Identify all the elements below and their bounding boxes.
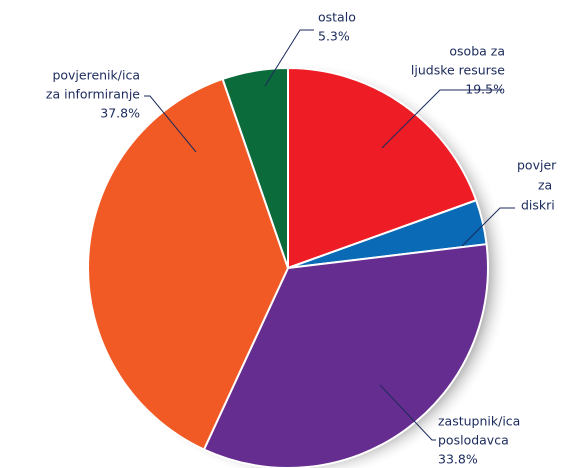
slice-label: poslodavca (438, 433, 509, 448)
pie-slice (202, 243, 489, 468)
slice-label: ostalo (318, 10, 356, 25)
pie-slice (287, 66, 478, 270)
leader-line (144, 95, 197, 153)
leader-line (461, 207, 515, 247)
pie-slice (221, 66, 289, 269)
slice-label: zastupnik/ica (438, 414, 520, 429)
leader-line (379, 384, 436, 441)
leader-line (264, 29, 314, 87)
slice-label: osoba za (449, 44, 505, 59)
pie-slice (87, 77, 290, 451)
value-label: 33.8% (438, 452, 478, 467)
slice-label: ljudske resurse (411, 63, 505, 78)
value-label: 37.8% (100, 106, 140, 121)
slice-label: povjer (517, 158, 557, 173)
slice-label: za informiranje (46, 87, 140, 102)
slice-label: diskri (521, 198, 555, 213)
slice-label: za (538, 178, 552, 193)
slice-label: povjerenik/ica (52, 68, 140, 83)
leader-line (381, 89, 502, 149)
value-label: 5.3% (318, 29, 350, 44)
value-label: 19.5% (465, 82, 505, 97)
